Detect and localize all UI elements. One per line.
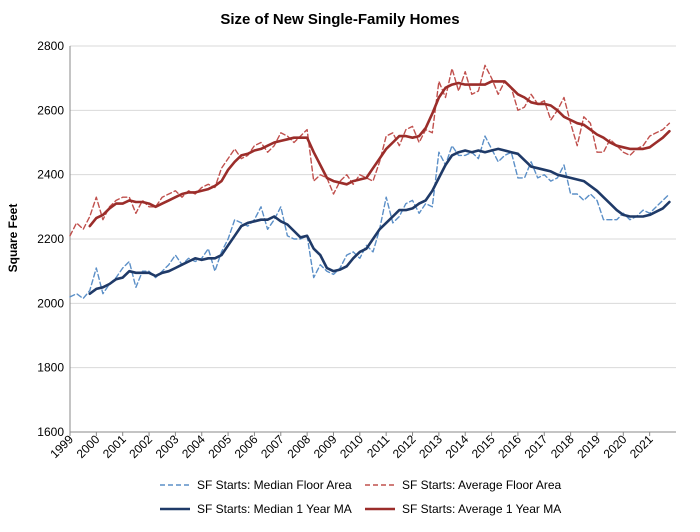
- series-line-3: [88, 147, 671, 296]
- x-tick-label: 2018: [548, 432, 577, 461]
- x-tick-label: 2009: [311, 432, 340, 461]
- y-tick-label: 2800: [37, 39, 64, 53]
- legend-label-3: SF Starts: Median 1 Year MA: [197, 502, 352, 516]
- y-tick-label: 1600: [37, 425, 64, 439]
- x-tick-label: 2015: [469, 432, 498, 461]
- y-tick-label: 2200: [37, 232, 64, 246]
- x-tick-label: 2004: [179, 432, 208, 461]
- y-tick-labels: 1600 1800 2000 2200 2400 2600 2800: [37, 39, 64, 439]
- x-tick-labels: 1999200020012002200320042005200620072008…: [47, 432, 656, 461]
- x-tick-label: 2003: [153, 432, 182, 461]
- legend-label-2: SF Starts: Average Floor Area: [402, 478, 562, 492]
- chart-title: Size of New Single-Family Homes: [220, 11, 459, 28]
- x-tick-label: 2002: [126, 432, 155, 461]
- x-tick-label: 2014: [443, 432, 472, 461]
- legend: SF Starts: Median Floor Area SF Starts: A…: [160, 478, 562, 516]
- y-tick-label: 2000: [37, 296, 64, 310]
- axes: [69, 46, 676, 433]
- series-line-1: [69, 135, 671, 300]
- series-lines: [69, 64, 671, 300]
- x-tick-label: 2013: [416, 432, 445, 461]
- gridlines: [70, 45, 676, 433]
- x-tick-label: 2000: [74, 432, 103, 461]
- series-line-4: [88, 80, 671, 228]
- legend-label-1: SF Starts: Median Floor Area: [197, 478, 352, 492]
- x-tick-label: 2006: [232, 432, 261, 461]
- x-tick-label: 2007: [258, 432, 287, 461]
- legend-label-4: SF Starts: Average 1 Year MA: [402, 502, 561, 516]
- y-axis-label: Square Feet: [6, 204, 20, 273]
- y-tick-label: 1800: [37, 361, 64, 375]
- x-tick-label: 2012: [390, 432, 419, 461]
- x-tick-label: 2016: [495, 432, 524, 461]
- x-tick-label: 2008: [284, 432, 313, 461]
- x-tick-label: 2019: [574, 432, 603, 461]
- x-tick-label: 2017: [522, 432, 551, 461]
- x-tick-label: 2010: [337, 432, 366, 461]
- series-line-2: [69, 64, 671, 237]
- x-tick-label: 2001: [100, 432, 129, 461]
- x-tick-label: 2021: [627, 432, 656, 461]
- x-tick-label: 2005: [205, 432, 234, 461]
- y-tick-label: 2600: [37, 103, 64, 117]
- x-tick-label: 2020: [601, 432, 630, 461]
- x-tick-label: 2011: [364, 432, 392, 460]
- y-tick-label: 2400: [37, 168, 64, 182]
